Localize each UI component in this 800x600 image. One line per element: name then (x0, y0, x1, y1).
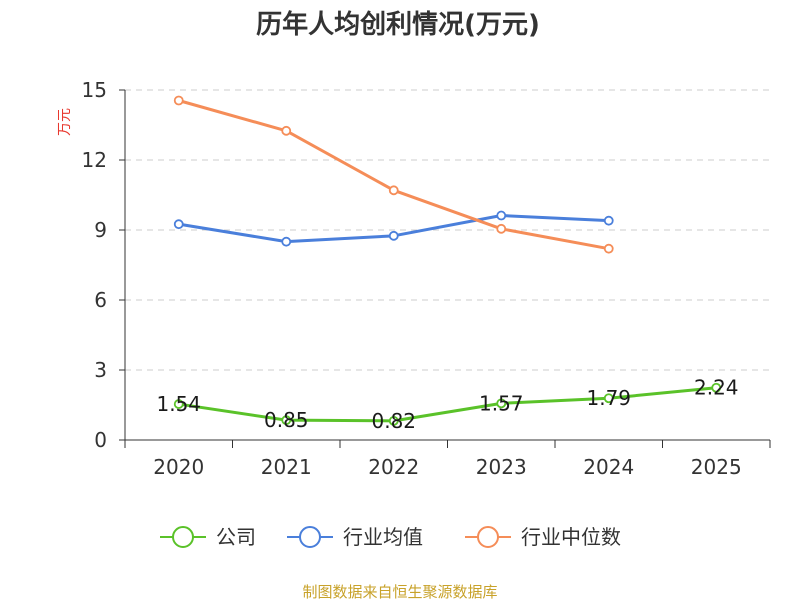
legend-item-1[interactable]: 行业均值 (287, 525, 423, 549)
data-label: 1.79 (586, 386, 631, 410)
data-point[interactable] (388, 230, 399, 241)
data-point[interactable] (173, 95, 184, 106)
y-tick-label: 9 (94, 218, 107, 242)
x-tick-label-2024: 2024 (583, 455, 634, 479)
data-label: 1.54 (156, 392, 201, 416)
legend-label: 行业均值 (343, 525, 423, 549)
data-point[interactable] (173, 399, 184, 409)
data-point[interactable] (281, 125, 292, 136)
data-label: 0.82 (371, 409, 416, 433)
data-point[interactable] (281, 415, 292, 426)
series-line-2 (178, 99, 610, 251)
data-point[interactable] (173, 219, 184, 230)
data-point[interactable] (281, 236, 292, 247)
legend-label: 公司 (216, 525, 256, 549)
x-tick-label-2022: 2022 (368, 455, 419, 479)
data-label: 0.85 (264, 408, 309, 432)
chart-title: 历年人均创利情况(万元) (256, 9, 540, 40)
y-tick-label: 12 (82, 148, 107, 172)
y-tick-label: 3 (94, 358, 107, 382)
x-tick-label-2021: 2021 (261, 455, 312, 479)
data-label: 2.24 (694, 376, 739, 400)
legend-marker (299, 526, 321, 548)
y-tick-label: 15 (82, 78, 107, 102)
x-tick-label-2023: 2023 (476, 455, 527, 479)
data-point[interactable] (496, 398, 507, 409)
data-point[interactable] (496, 223, 507, 234)
data-point[interactable] (603, 393, 614, 404)
data-point[interactable] (496, 210, 507, 221)
data-point[interactable] (388, 185, 399, 196)
legend-item-0[interactable]: 公司 (160, 525, 256, 549)
y-tick-label: 0 (94, 428, 107, 452)
data-point[interactable] (711, 382, 722, 393)
x-tick-label-2025: 2025 (691, 455, 742, 479)
y-tick-label: 6 (94, 288, 107, 312)
source-note: 制图数据来自恒生聚源数据库 (302, 583, 497, 600)
series-line-0 (178, 386, 717, 423)
legend-marker (172, 526, 194, 548)
legend-item-2[interactable]: 行业中位数 (465, 525, 621, 549)
data-label: 1.57 (479, 391, 524, 415)
y-axis-unit: 万元 (57, 108, 73, 136)
data-point[interactable] (388, 415, 399, 426)
data-point[interactable] (603, 243, 614, 254)
legend-label: 行业中位数 (521, 525, 621, 549)
data-point[interactable] (603, 215, 614, 226)
legend-marker (477, 526, 499, 548)
x-tick-label-2020: 2020 (153, 455, 204, 479)
